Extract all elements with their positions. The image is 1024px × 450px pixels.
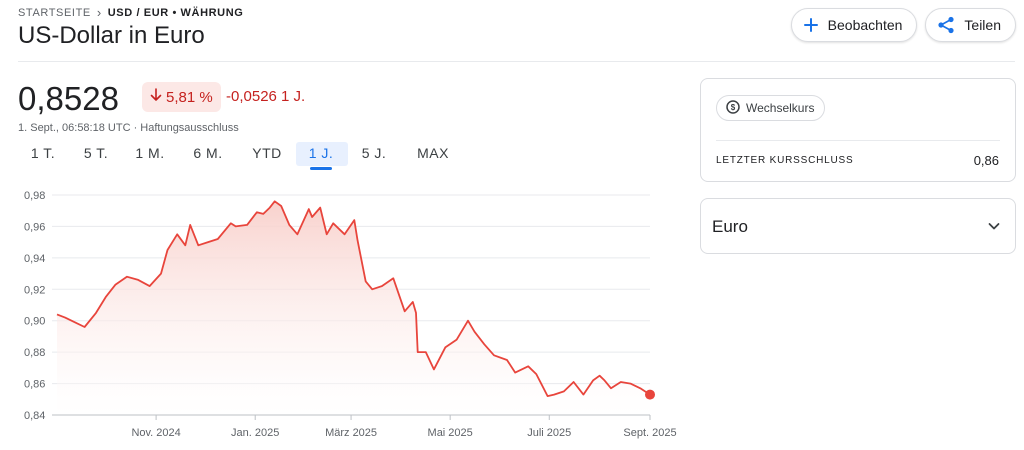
- tab-1m[interactable]: 1 M.: [135, 145, 165, 161]
- x-tick-label: März 2025: [325, 427, 377, 439]
- y-tick-label: 0,90: [24, 316, 45, 328]
- exchange-rate-card: $ Wechselkurs LETZTER KURSSCHLUSS 0,86: [700, 78, 1016, 182]
- price-line: [56, 200, 651, 397]
- currency-label: Euro: [712, 217, 748, 236]
- y-tick-label: 0,96: [24, 221, 45, 233]
- y-tick-label: 0,92: [24, 284, 45, 296]
- tab-5d[interactable]: 5 T.: [83, 145, 109, 161]
- prev-close-value: 0,86: [973, 153, 999, 168]
- page-title: US-Dollar in Euro: [18, 22, 205, 49]
- price-chart[interactable]: 0,98 0,96 0,94 0,92 0,90 0,88 0,86 0,84 Nov. 202…: [0, 180, 690, 450]
- exchange-rate-chip[interactable]: $ Wechselkurs: [716, 95, 826, 121]
- change-absolute: -0,0526 1 J.: [226, 88, 306, 105]
- chevron-down-icon[interactable]: [987, 219, 1001, 238]
- header-divider: [18, 61, 1015, 62]
- tab-6m[interactable]: 6 M.: [193, 145, 223, 161]
- breadcrumb-separator: ›: [96, 5, 102, 20]
- current-price: 0,8528: [18, 80, 119, 117]
- x-tick-label: Nov. 2024: [131, 427, 180, 439]
- share-button[interactable]: Teilen: [925, 8, 1016, 42]
- current-price-dot: [645, 389, 655, 400]
- y-tick-label: 0,98: [24, 190, 45, 202]
- watch-button-label: Beobachten: [827, 17, 903, 33]
- share-button-label: Teilen: [964, 17, 1001, 33]
- tab-max[interactable]: MAX: [417, 145, 449, 161]
- tab-ytd[interactable]: YTD: [252, 145, 282, 161]
- top-actions: Beobachten Teilen: [790, 8, 1016, 42]
- x-tick-label: Juli 2025: [527, 427, 571, 439]
- arrow-down-icon: [150, 88, 162, 106]
- x-tick-label: Mai 2025: [428, 427, 473, 439]
- price-area-fill: [57, 201, 650, 415]
- breadcrumb-current: USD / EUR • WÄHRUNG: [107, 6, 244, 19]
- currency-expander[interactable]: Euro: [700, 198, 1016, 254]
- x-tick-label: Sept. 2025: [623, 427, 676, 439]
- change-percent-badge: 5,81 %: [142, 82, 221, 112]
- x-tick-label: Jan. 2025: [231, 427, 279, 439]
- prev-close-label: LETZTER KURSSCHLUSS: [716, 155, 854, 166]
- currency-icon: $: [726, 99, 740, 117]
- change-percent: 5,81 %: [166, 88, 213, 106]
- breadcrumb: STARTSEITE › USD / EUR • WÄHRUNG: [18, 5, 243, 20]
- active-tab-highlight: [296, 142, 348, 166]
- svg-text:$: $: [731, 103, 736, 112]
- plus-icon: [802, 16, 820, 34]
- y-tick-label: 0,94: [24, 253, 45, 265]
- breadcrumb-home-link[interactable]: STARTSEITE: [18, 6, 91, 19]
- chip-label: Wechselkurs: [746, 101, 815, 115]
- tab-1y[interactable]: 1 J.: [308, 145, 334, 161]
- tab-1d[interactable]: 1 T.: [30, 145, 56, 161]
- quote-timestamp: 1. Sept., 06:58:18 UTC · Haftungsausschl…: [18, 122, 239, 134]
- y-tick-label: 0,84: [24, 410, 45, 422]
- tab-5y[interactable]: 5 J.: [361, 145, 387, 161]
- y-tick-label: 0,86: [24, 379, 45, 391]
- y-tick-label: 0,88: [24, 347, 45, 359]
- active-tab-underline: [310, 167, 332, 170]
- watch-button[interactable]: Beobachten: [790, 8, 918, 42]
- card-divider: [716, 140, 1000, 141]
- share-icon: [936, 15, 956, 35]
